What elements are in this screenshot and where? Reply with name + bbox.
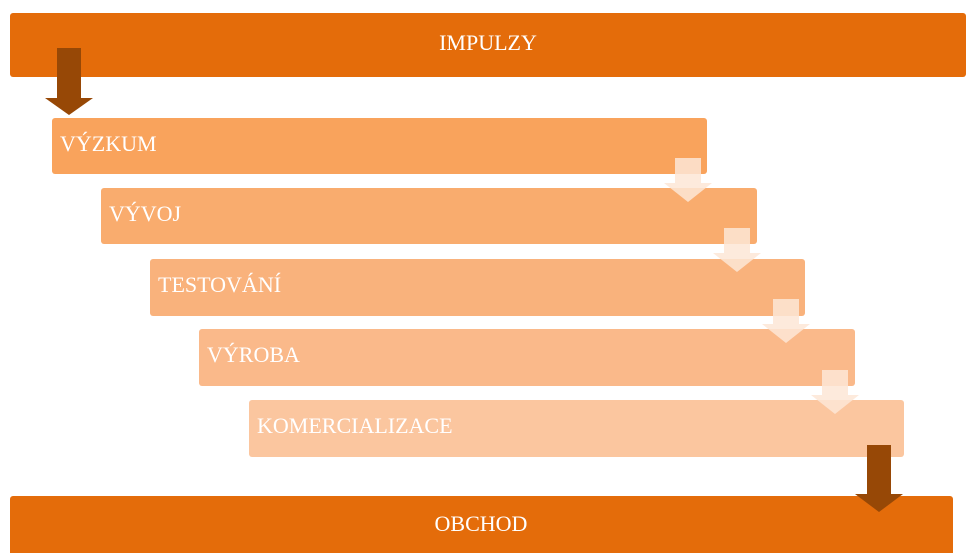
step-label: KOMERCIALIZACE	[257, 413, 453, 438]
arrow	[713, 228, 761, 272]
start-arrow	[45, 48, 93, 115]
footer-bar	[10, 496, 953, 553]
header-bar	[10, 13, 966, 77]
step-box	[101, 188, 757, 244]
connector-arrows	[664, 158, 859, 414]
step-label: VÝZKUM	[60, 131, 157, 156]
end-arrow	[855, 445, 903, 512]
step-box	[249, 400, 904, 457]
step-box	[199, 329, 855, 386]
step-label: VÝVOJ	[109, 201, 182, 226]
arrow	[664, 158, 712, 202]
header-title: IMPULZY	[439, 30, 537, 55]
step-box	[150, 259, 805, 316]
arrow	[762, 299, 810, 343]
step-label: VÝROBA	[207, 342, 300, 367]
step-box	[52, 118, 707, 174]
step-label: TESTOVÁNÍ	[158, 272, 281, 297]
arrow	[811, 370, 859, 414]
footer-title: OBCHOD	[435, 511, 528, 536]
